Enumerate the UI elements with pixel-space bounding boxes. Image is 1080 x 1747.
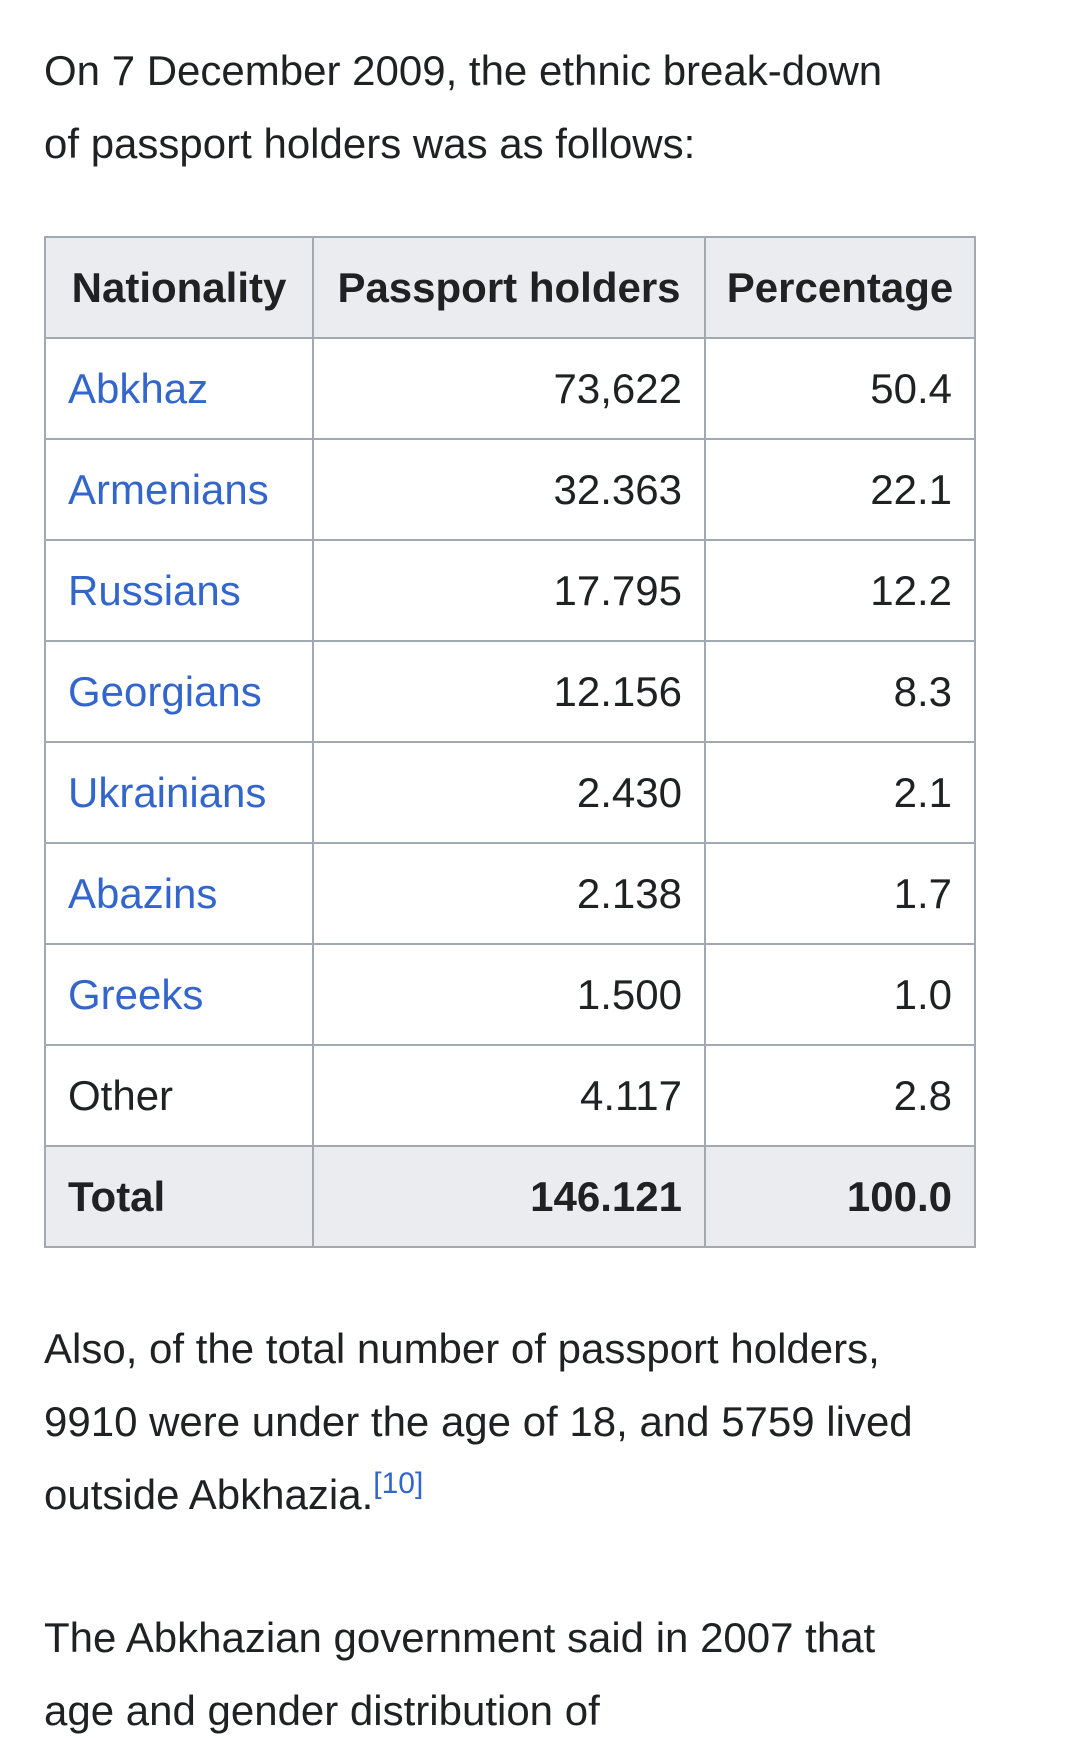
nationality-text: Other (68, 1071, 174, 1119)
percentage-cell: 1.0 (704, 943, 976, 1046)
col-header-nationality: Nationality (44, 236, 314, 339)
nationality-cell: Other (44, 1044, 314, 1147)
passport-holders-cell: 73,622 (312, 337, 706, 440)
table-row: Ukrainians 2.430 2.1 (44, 741, 976, 844)
table-row: Abkhaz 73,622 50.4 (44, 337, 976, 440)
passport-holders-cell: 12.156 (312, 640, 706, 743)
nationality-link[interactable]: Russians (68, 566, 241, 614)
nationality-link[interactable]: Abkhaz (68, 364, 209, 412)
table-row: Abazins 2.138 1.7 (44, 842, 976, 945)
passport-holders-table: Nationality Passport holders Percentage … (44, 236, 976, 1248)
total-passport-holders-cell: 146.121 (312, 1145, 706, 1248)
passport-holders-cell: 4.117 (312, 1044, 706, 1147)
percentage-cell: 1.7 (704, 842, 976, 945)
nationality-link[interactable]: Abazins (68, 869, 218, 917)
reference-link[interactable]: [10] (373, 1467, 424, 1500)
nationality-cell: Ukrainians (44, 741, 314, 844)
total-percentage-cell: 100.0 (704, 1145, 976, 1248)
passport-holders-cell: 2.138 (312, 842, 706, 945)
table-row: Greeks 1.500 1.0 (44, 943, 976, 1046)
nationality-cell: Russians (44, 539, 314, 642)
passport-holders-cell: 2.430 (312, 741, 706, 844)
table-header-row: Nationality Passport holders Percentage (44, 236, 976, 339)
col-header-passport-holders: Passport holders (312, 236, 706, 339)
nationality-cell: Armenians (44, 438, 314, 541)
government-paragraph: The Abkhazian government said in 2007 th… (44, 1614, 876, 1734)
nationality-link[interactable]: Greeks (68, 970, 204, 1018)
passport-holders-cell: 17.795 (312, 539, 706, 642)
table-row: Other 4.117 2.8 (44, 1044, 976, 1147)
passport-holders-cell: 1.500 (312, 943, 706, 1046)
percentage-cell: 12.2 (704, 539, 976, 642)
percentage-cell: 2.1 (704, 741, 976, 844)
table-row: Georgians 12.156 8.3 (44, 640, 976, 743)
nationality-link[interactable]: Georgians (68, 667, 262, 715)
nationality-cell: Abazins (44, 842, 314, 945)
percentage-cell: 22.1 (704, 438, 976, 541)
intro-paragraph: On 7 December 2009, the ethnic break-dow… (44, 47, 883, 167)
nationality-link[interactable]: Ukrainians (68, 768, 267, 816)
nationality-link[interactable]: Armenians (68, 465, 269, 513)
percentage-cell: 8.3 (704, 640, 976, 743)
percentage-cell: 2.8 (704, 1044, 976, 1147)
col-header-percentage: Percentage (704, 236, 976, 339)
nationality-cell: Greeks (44, 943, 314, 1046)
percentage-cell: 50.4 (704, 337, 976, 440)
table-row-total: Total 146.121 100.0 (44, 1145, 976, 1248)
nationality-cell: Abkhaz (44, 337, 314, 440)
total-label-cell: Total (44, 1145, 314, 1248)
passport-holders-cell: 32.363 (312, 438, 706, 541)
also-paragraph-text: Also, of the total number of passport ho… (44, 1325, 913, 1518)
table-row: Armenians 32.363 22.1 (44, 438, 976, 541)
also-paragraph: Also, of the total number of passport ho… (44, 1312, 1034, 1531)
table-row: Russians 17.795 12.2 (44, 539, 976, 642)
nationality-cell: Georgians (44, 640, 314, 743)
